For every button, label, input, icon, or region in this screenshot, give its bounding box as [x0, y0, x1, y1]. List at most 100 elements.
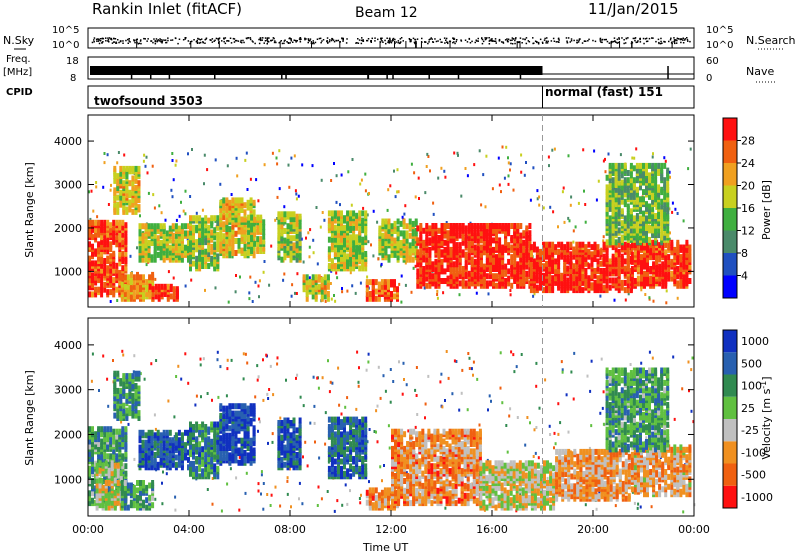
- power-cell: [391, 223, 394, 229]
- nsky-point: [551, 40, 553, 42]
- power-cell: [145, 279, 148, 285]
- velocity-cell: [359, 501, 361, 504]
- power-cell: [368, 192, 370, 195]
- power-cell: [411, 291, 413, 294]
- power-cell: [110, 189, 112, 192]
- power-cell: [352, 210, 355, 216]
- power-cell: [393, 170, 395, 173]
- velocity-cell: [416, 413, 418, 416]
- power-cell: [175, 160, 177, 163]
- power-colorbar-swatch: [723, 163, 737, 186]
- power-cell: [608, 153, 610, 156]
- power-cell: [674, 208, 676, 211]
- nsky-point: [398, 40, 400, 42]
- power-cell: [328, 237, 331, 243]
- power-cell: [400, 230, 403, 236]
- power-cell: [334, 225, 337, 231]
- nsky-point: [310, 38, 312, 40]
- power-cell: [679, 254, 682, 260]
- power-cell: [287, 211, 290, 217]
- velocity-cell: [500, 387, 502, 390]
- power-cell: [110, 300, 112, 303]
- power-cell: [320, 226, 322, 229]
- power-cell: [299, 214, 302, 220]
- power-cell: [486, 273, 489, 279]
- velocity-cell: [461, 369, 463, 372]
- power-cell: [621, 208, 624, 214]
- velocity-cell: [692, 357, 694, 360]
- nsky-point: [161, 42, 163, 44]
- nsky-point: [377, 39, 379, 41]
- power-cell: [375, 296, 378, 302]
- power-cell: [123, 154, 125, 157]
- power-cell: [525, 161, 527, 164]
- power-cell: [346, 210, 349, 216]
- velocity-cell: [246, 362, 248, 365]
- power-colorbar-tick-label: 4: [741, 270, 748, 283]
- power-cell: [548, 242, 551, 248]
- power-cell: [476, 292, 478, 295]
- power-cell: [179, 215, 181, 218]
- power-cell: [358, 265, 361, 271]
- nsky-point: [508, 39, 510, 41]
- power-cell: [355, 292, 357, 295]
- nsky-point: [246, 38, 248, 40]
- power-cell: [138, 180, 141, 186]
- power-cell: [112, 220, 115, 226]
- power-cell: [255, 281, 257, 284]
- nsky-point: [489, 40, 491, 42]
- power-cell: [578, 242, 581, 248]
- power-cell: [507, 223, 510, 229]
- power-cell: [94, 260, 97, 266]
- power-cell: [96, 215, 98, 218]
- nsky-point: [273, 38, 275, 40]
- nsky-point: [673, 37, 675, 39]
- nsky-point: [120, 40, 122, 42]
- nsky-point: [683, 42, 685, 44]
- nsky-point: [546, 41, 548, 43]
- power-cell: [624, 199, 627, 205]
- power-cell: [337, 210, 340, 216]
- power-cell: [530, 251, 533, 257]
- nsky-point: [329, 39, 331, 41]
- power-cell: [372, 254, 374, 257]
- power-cell: [189, 195, 191, 198]
- velocity-cell: [473, 361, 475, 364]
- nsky-point: [139, 43, 141, 45]
- power-cell: [235, 231, 238, 237]
- nsky-point: [317, 39, 319, 41]
- power-cell: [569, 251, 572, 257]
- nsky-point: [488, 37, 490, 39]
- nsky-point: [668, 41, 670, 43]
- velocity-cell: [258, 418, 260, 421]
- power-cell: [124, 274, 127, 280]
- power-cell: [262, 219, 265, 225]
- power-cell: [317, 262, 319, 265]
- power-cell: [603, 235, 605, 238]
- nsky-point: [313, 40, 315, 42]
- power-cell: [612, 177, 615, 183]
- power-cell: [676, 240, 679, 246]
- power-cell: [504, 223, 507, 229]
- power-cell: [355, 234, 358, 240]
- nsky-point: [685, 38, 687, 40]
- power-colorbar-swatch: [723, 141, 737, 164]
- power-cell: [247, 200, 250, 206]
- power-cell: [639, 215, 642, 221]
- power-cell: [334, 263, 337, 269]
- nsky-point: [609, 42, 611, 44]
- nsky-point: [193, 39, 195, 41]
- power-cell: [444, 223, 447, 229]
- power-cell: [241, 248, 244, 254]
- power-cell: [624, 215, 627, 221]
- power-cell: [210, 230, 213, 236]
- power-cell: [670, 240, 673, 246]
- power-cell: [403, 213, 405, 216]
- power-cell: [643, 271, 646, 277]
- power-cell: [612, 254, 615, 260]
- power-cell: [606, 239, 609, 245]
- power-cell: [398, 283, 400, 286]
- nsky-point: [481, 38, 483, 40]
- power-cell: [639, 196, 642, 202]
- power-cell: [422, 266, 425, 272]
